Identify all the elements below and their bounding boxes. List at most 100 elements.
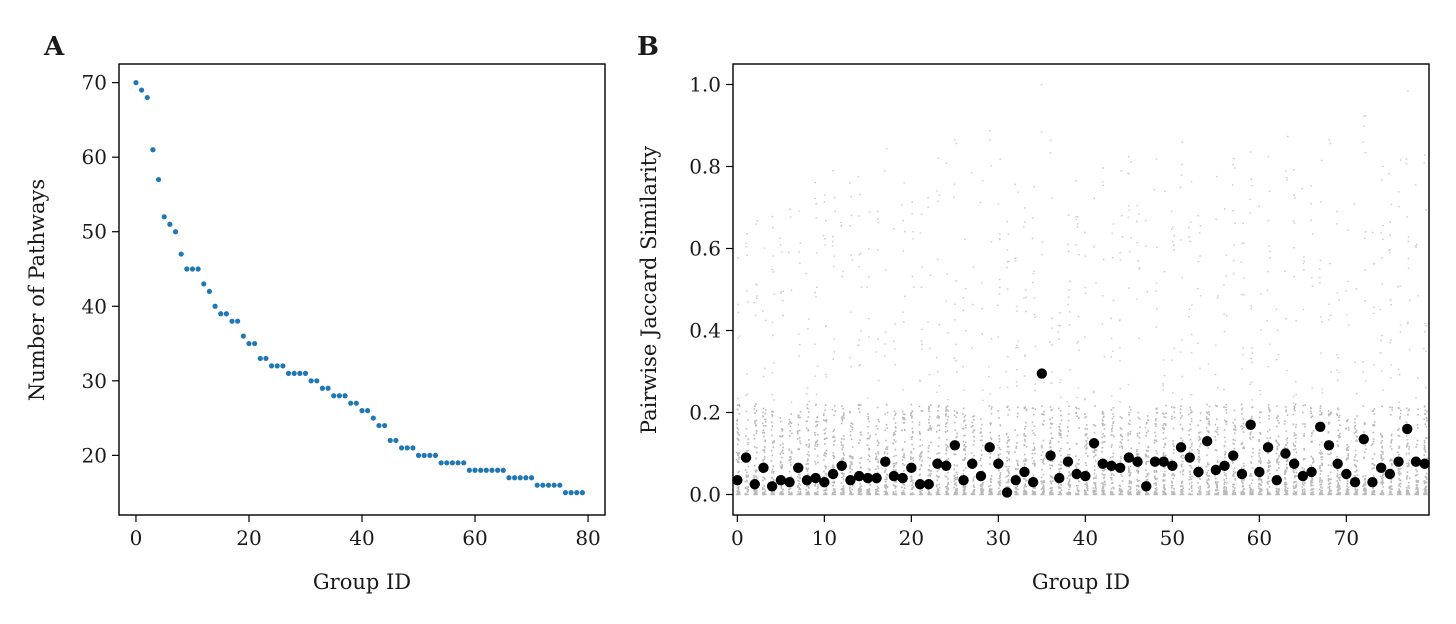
panel-a-point (534, 482, 540, 488)
panel-b-mean-point (1141, 481, 1152, 492)
panel-b-mean-point (801, 474, 813, 486)
panel-a-point (274, 363, 280, 369)
panel-b-mean-point (1045, 450, 1056, 461)
panel-a-point (331, 393, 337, 399)
panel-b-chart: 0 10 20 30 40 50 60 70 0.0 0.2 0.4 0.6 0.8 1.0 Group… (637, 63, 1430, 594)
panel-a-point (308, 378, 314, 384)
panel-b-mean-point (766, 481, 778, 492)
panel-a-point (551, 482, 557, 488)
panel-a-point (189, 266, 196, 272)
panel-b-mean-point (732, 474, 743, 486)
panel-a-point (483, 467, 489, 473)
panel-b-x-tick-label: 50 (1160, 526, 1185, 550)
panel-b-mean-point (1054, 472, 1065, 484)
panel-a-point (150, 147, 156, 153)
panel-b-mean-point (1341, 468, 1352, 480)
panel-a-point (444, 460, 450, 466)
panel-b-mean-point (810, 472, 821, 484)
panel-b-mean-point (1280, 448, 1291, 459)
panel-a-point (545, 482, 552, 488)
panel-a-letter: A (43, 32, 65, 62)
panel-b-mean-point (775, 474, 787, 486)
panel-b-mean-point (1062, 456, 1074, 467)
panel-a-point (302, 370, 309, 376)
panel-b-x-tick-label: 20 (899, 526, 924, 550)
panel-a-point (285, 370, 292, 376)
panel-a-point (568, 490, 574, 496)
panel-b-mean-point (836, 460, 847, 471)
panel-b-mean-point (1323, 440, 1335, 451)
panel-b-mean-point (1080, 470, 1091, 482)
panel-b-letter: B (637, 32, 659, 62)
panel-b-mean-point (1071, 468, 1082, 480)
panel-a-point (562, 490, 569, 496)
panel-b-mean-point (1175, 442, 1187, 453)
panel-b-y-tick-label: 0.4 (689, 319, 721, 343)
panel-b-mean-point (758, 462, 769, 474)
panel-b-mean-point (880, 456, 891, 467)
panel-a-x-tick-label: 40 (349, 526, 374, 550)
panel-a-point (155, 176, 162, 183)
panel-a-x-tick-label: 20 (236, 526, 261, 550)
panel-a-point (342, 393, 348, 399)
panel-b-mean-point (862, 472, 874, 484)
panel-a-point (365, 408, 371, 414)
panel-a-point (506, 475, 512, 481)
panel-b-mean-point (906, 462, 917, 474)
panel-a-point (489, 467, 495, 473)
panel-a-point (319, 385, 326, 391)
panel-b-mean-points (732, 368, 1430, 498)
panel-b-mean-point (1097, 458, 1108, 469)
panel-b-mean-point (1167, 460, 1178, 471)
panel-b-mean-point (1358, 433, 1369, 445)
panel-a-point (336, 393, 342, 399)
panel-b-mean-point (1367, 477, 1378, 488)
panel-a-point (252, 340, 258, 347)
panel-a-point (511, 475, 518, 481)
panel-b-y-tick-label: 0.0 (689, 483, 721, 507)
panel-b-mean-point (1219, 460, 1230, 471)
panel-b-mean-point (1393, 456, 1404, 467)
panel-a-x-ticks: 0 20 40 60 80 (130, 515, 601, 550)
panel-a-point (500, 467, 506, 473)
panel-b-pairwise-cloud-sparse (737, 83, 1427, 404)
panel-a-point (415, 452, 422, 458)
panel-b-mean-point (897, 472, 908, 484)
panel-a-point (359, 408, 365, 414)
panel-b-mean-point (975, 470, 987, 482)
panel-b-mean-point (1036, 368, 1048, 379)
panel-b-mean-point (1306, 466, 1317, 478)
panel-a-point (201, 281, 207, 287)
panel-b-mean-point (1245, 419, 1256, 430)
panel-a-point (393, 437, 399, 444)
panel-b-mean-point (1193, 466, 1204, 478)
panel-a-point (523, 475, 529, 481)
panel-a-point (212, 303, 218, 309)
panel-a-point (218, 311, 224, 317)
panel-b-mean-point (1132, 456, 1143, 467)
panel-b-mean-point (1114, 462, 1126, 474)
panel-a-point (139, 87, 145, 93)
panel-b-mean-point (1332, 458, 1343, 469)
panel-b-x-ticks: 0 10 20 30 40 50 60 70 (731, 515, 1359, 550)
panel-b-mean-point (1123, 452, 1135, 463)
panel-b-mean-point (1419, 458, 1430, 469)
panel-a-point (421, 452, 427, 458)
panel-a-point (472, 467, 478, 473)
panel-b-frame (732, 63, 1430, 516)
panel-b-x-tick-label: 0 (731, 526, 744, 550)
panel-b-mean-point (1271, 474, 1282, 486)
panel-a-point (557, 482, 563, 488)
panel-b-y-label: Pairwise Jaccard Similarity (637, 146, 661, 434)
panel-b-mean-point (1375, 462, 1387, 474)
panel-b-mean-point (1019, 466, 1030, 478)
panel-b-mean-point (923, 479, 934, 490)
panel-b-mean-point (1201, 436, 1213, 447)
panel-b-x-tick-label: 10 (812, 526, 837, 550)
panel-a-point (144, 94, 150, 101)
panel-b-mean-point (984, 442, 995, 453)
panel-b-y-tick-label: 0.2 (689, 401, 721, 425)
panel-b-x-tick-label: 40 (1073, 526, 1098, 550)
panel-b-mean-point (784, 477, 795, 488)
